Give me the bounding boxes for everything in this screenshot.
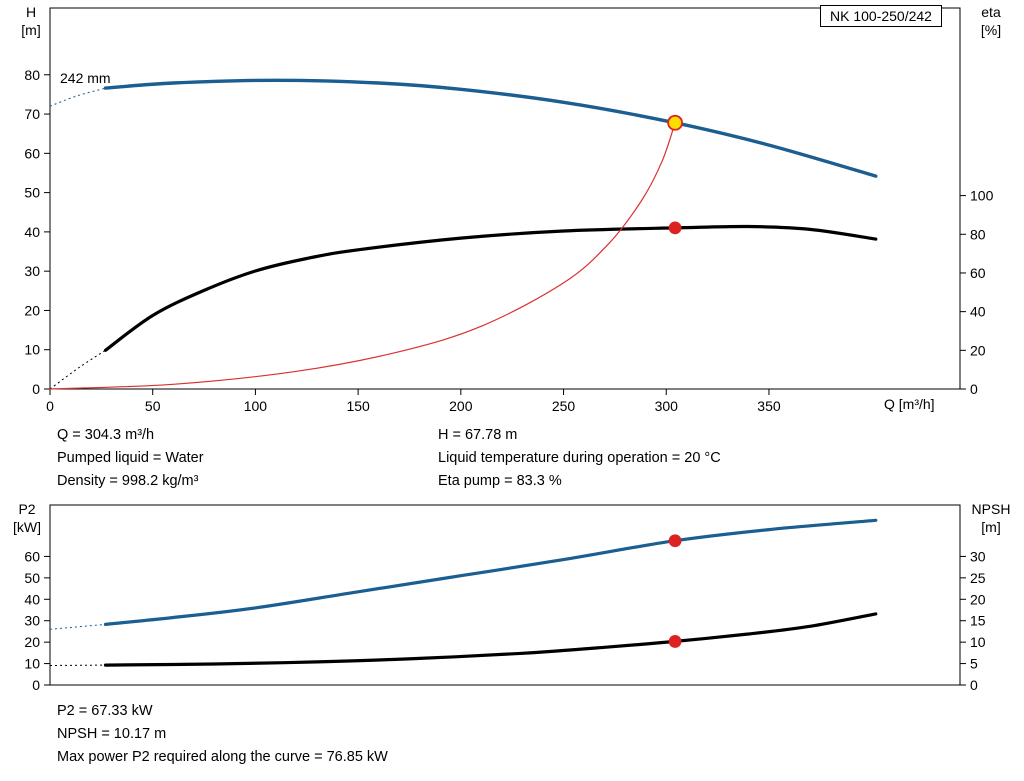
p2-axis-label: P2 [kW] [13,501,41,535]
p2-chart-right-tick-label: 25 [970,570,986,586]
curve-npsh [103,612,878,667]
p2-chart-left-tick-label: 40 [24,591,40,607]
p2-chart-right-tick-label: 20 [970,591,986,607]
curve-p2-dashed-lead [49,623,106,630]
power-info: P2 = 67.33 kW NPSH = 10.17 m Max power P… [57,700,388,769]
p2-chart-plot-frame [49,504,961,686]
curve-qh-dashed-lead [49,87,106,107]
duty-info-right: H = 67.78 m Liquid temperature during op… [438,424,721,493]
p2-chart-right-tick-label: 5 [970,656,978,672]
qh-chart-right-tick-label: 60 [970,265,986,281]
p2-readout: P2 = 67.33 kW [57,703,153,719]
qh-chart-x-tick-label: 50 [145,398,161,414]
qh-chart-x-tick-label: 200 [449,398,473,414]
head-readout: H = 67.78 m [438,427,518,443]
npsh-axis-label: NPSH [m] [971,501,1011,535]
qh-chart-x-tick-label: 350 [757,398,781,414]
qh-chart-left-tick-label: 80 [24,67,40,83]
duty-point-eta[interactable] [668,221,682,235]
qh-chart-right-tick-label: 100 [970,188,994,204]
pumped-liquid-readout: Pumped liquid = Water [57,450,204,466]
duty-point-p2[interactable] [668,534,682,548]
qh-chart-left-tick-label: 50 [24,185,40,201]
eta-axis-label: eta [%] [980,4,1002,38]
p2-chart-left-tick-label: 60 [24,548,40,564]
qh-chart-right-tick-label: 20 [970,342,986,358]
qh-chart-x-tick-label: 300 [655,398,679,414]
p2-chart-left-tick-label: 30 [24,613,40,629]
qh-chart-x-tick-label: 0 [46,398,54,414]
liquid-temperature-readout: Liquid temperature during operation = 20… [438,450,721,466]
eta-pump-readout: Eta pump = 83.3 % [438,473,562,489]
qh-chart-x-tick-label: 150 [346,398,370,414]
flow-readout: Q = 304.3 m³/h [57,427,155,443]
qh-chart-x-tick-label: 250 [552,398,576,414]
qh-chart-plot-frame [49,7,961,390]
impeller-diameter-label: 242 mm [60,70,111,86]
duty-info-left: Q = 304.3 m³/h Pumped liquid = Water Den… [57,424,204,493]
p2-chart-right-tick-label: 10 [970,634,986,650]
curve-eta [103,224,878,352]
qh-chart-right-tick-label: 40 [970,304,986,320]
max-power-readout: Max power P2 required along the curve = … [57,749,388,765]
q-axis-label: Q [m³/h] [884,396,935,412]
p2-chart-left-tick-label: 10 [24,656,40,672]
duty-point-npsh[interactable] [668,635,682,648]
qh-chart-left-tick-label: 60 [24,145,40,161]
duty-point-qh[interactable] [667,114,683,131]
p2-chart-left-tick-label: 50 [24,570,40,586]
p2-chart-left-tick-label: 20 [24,634,40,650]
curve-resulting [49,122,676,390]
qh-chart-right-tick-label: 80 [970,226,986,242]
p2-chart-right-tick-label: 15 [970,613,986,629]
curve-eta-dashed-lead [49,349,106,390]
p2-chart-right-tick-label: 0 [970,677,978,693]
qh-chart-left-tick-label: 20 [24,302,40,318]
p2-chart-right-tick-label: 30 [970,548,986,564]
npsh-readout: NPSH = 10.17 m [57,726,167,742]
qh-chart-left-tick-label: 30 [24,263,40,279]
density-readout: Density = 998.2 kg/m³ [57,473,199,489]
qh-chart-right-tick-label: 0 [970,381,978,397]
qh-chart-left-tick-label: 0 [32,381,40,397]
h-axis-label: H [m] [21,4,41,38]
qh-chart-left-tick-label: 40 [24,224,40,240]
qh-chart-left-tick-label: 70 [24,106,40,122]
pump-type-box: NK 100-250/242 [820,5,942,27]
qh-chart-left-tick-label: 10 [24,342,40,358]
curve-qh [103,78,878,178]
qh-chart-x-tick-label: 100 [244,398,268,414]
p2-chart-left-tick-label: 0 [32,677,40,693]
curve-p2 [103,518,878,626]
